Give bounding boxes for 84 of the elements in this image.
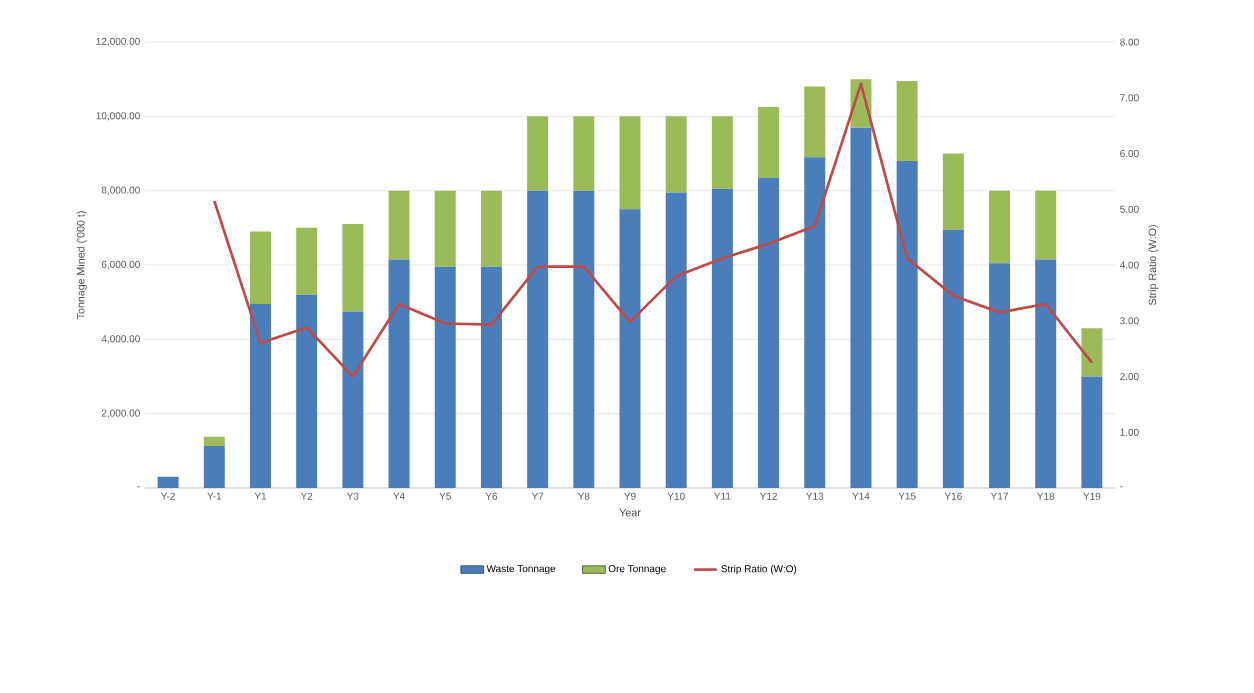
legend-label: Ore Tonnage xyxy=(608,565,666,575)
bar xyxy=(342,311,364,488)
bar xyxy=(758,177,780,488)
bar xyxy=(711,188,733,488)
bar xyxy=(942,229,964,488)
bar xyxy=(711,116,733,189)
bar xyxy=(942,153,964,230)
bar xyxy=(665,116,687,193)
bar xyxy=(296,227,318,295)
bar xyxy=(480,190,502,267)
x-tick-label: Y1 xyxy=(254,492,267,500)
x-tick-label: Y4 xyxy=(393,492,405,500)
x-tick-label: Y16 xyxy=(944,492,962,500)
bar xyxy=(480,266,502,488)
bar xyxy=(758,107,780,178)
y-tick-label: 8,000.00 xyxy=(101,186,140,195)
y-tick-label: 2,000.00 xyxy=(101,409,140,418)
bar xyxy=(573,116,595,191)
bar xyxy=(249,304,271,488)
y2-tick-label: 2.00 xyxy=(1120,372,1139,381)
x-tick-label: Y8 xyxy=(577,492,590,500)
bar xyxy=(342,224,364,312)
bar xyxy=(527,190,549,488)
bar xyxy=(896,160,918,488)
x-tick-label: Y6 xyxy=(485,492,498,500)
line-series xyxy=(212,82,1094,378)
bar xyxy=(203,436,225,446)
x-tick-label: Y-2 xyxy=(161,492,175,500)
y2-tick-label: 6.00 xyxy=(1120,149,1139,158)
y-axis-title: Tonnage Mined ('000 t) xyxy=(76,211,87,320)
bar xyxy=(989,263,1011,488)
x-tick-label: Y19 xyxy=(1083,492,1101,500)
y-tick-label: 6,000.00 xyxy=(101,260,140,270)
y2-tick-label: 8.00 xyxy=(1120,38,1139,46)
bar xyxy=(527,116,549,191)
bar xyxy=(388,259,410,488)
bar xyxy=(388,190,410,260)
y2-tick-label: 3.00 xyxy=(1120,317,1139,325)
x-tick-label: Y7 xyxy=(531,492,544,500)
y-tick-label: - xyxy=(137,486,140,488)
bar xyxy=(434,190,456,267)
bar xyxy=(157,476,179,488)
x-tick-label: Y12 xyxy=(759,492,777,500)
x-tick-label: Y9 xyxy=(624,492,636,500)
bar xyxy=(1035,190,1057,260)
bar xyxy=(619,116,641,210)
bar xyxy=(434,266,456,488)
x-tick-label: Y2 xyxy=(300,492,313,500)
legend-label: Waste Tonnage xyxy=(486,565,556,575)
x-tick-label: Y10 xyxy=(667,492,685,500)
y2-axis-title: Strip Ratio (W:O) xyxy=(1148,225,1159,306)
x-tick-label: Y17 xyxy=(990,492,1008,500)
bar xyxy=(296,294,318,488)
x-tick-label: Y13 xyxy=(806,492,824,500)
x-tick-label: Y5 xyxy=(439,492,451,500)
y-tick-label: 12,000.00 xyxy=(96,37,140,47)
bar xyxy=(804,157,826,488)
x-tick-label: Y14 xyxy=(852,492,870,500)
bar xyxy=(665,192,687,488)
bar xyxy=(249,231,271,305)
x-tick-label: Y18 xyxy=(1037,492,1055,500)
bar xyxy=(989,190,1011,264)
bar xyxy=(573,190,595,488)
y2-tick-label: 1.00 xyxy=(1120,428,1139,436)
x-axis-title: Year xyxy=(619,508,641,517)
y2-tick-label: 5.00 xyxy=(1120,205,1139,213)
bar xyxy=(804,86,826,158)
x-tick-label: Y3 xyxy=(346,492,359,500)
y2-tick-label: - xyxy=(1120,486,1123,488)
legend-label: Strip Ratio (W:O) xyxy=(721,564,797,575)
y2-tick-label: 4.00 xyxy=(1119,261,1139,269)
y-tick-label: 4,000.00 xyxy=(101,335,140,344)
bar xyxy=(619,209,641,488)
x-tick-label: Y15 xyxy=(898,492,916,500)
bar xyxy=(203,445,225,488)
x-tick-label: Y11 xyxy=(714,492,731,500)
bar xyxy=(850,127,872,488)
bar xyxy=(1035,259,1057,488)
bar xyxy=(1081,328,1103,377)
bar xyxy=(896,81,918,161)
y-tick-label: 10,000.00 xyxy=(96,112,140,121)
y2-tick-label: 7.00 xyxy=(1120,94,1139,102)
x-tick-label: Y-1 xyxy=(207,492,222,500)
bar xyxy=(1081,376,1103,488)
